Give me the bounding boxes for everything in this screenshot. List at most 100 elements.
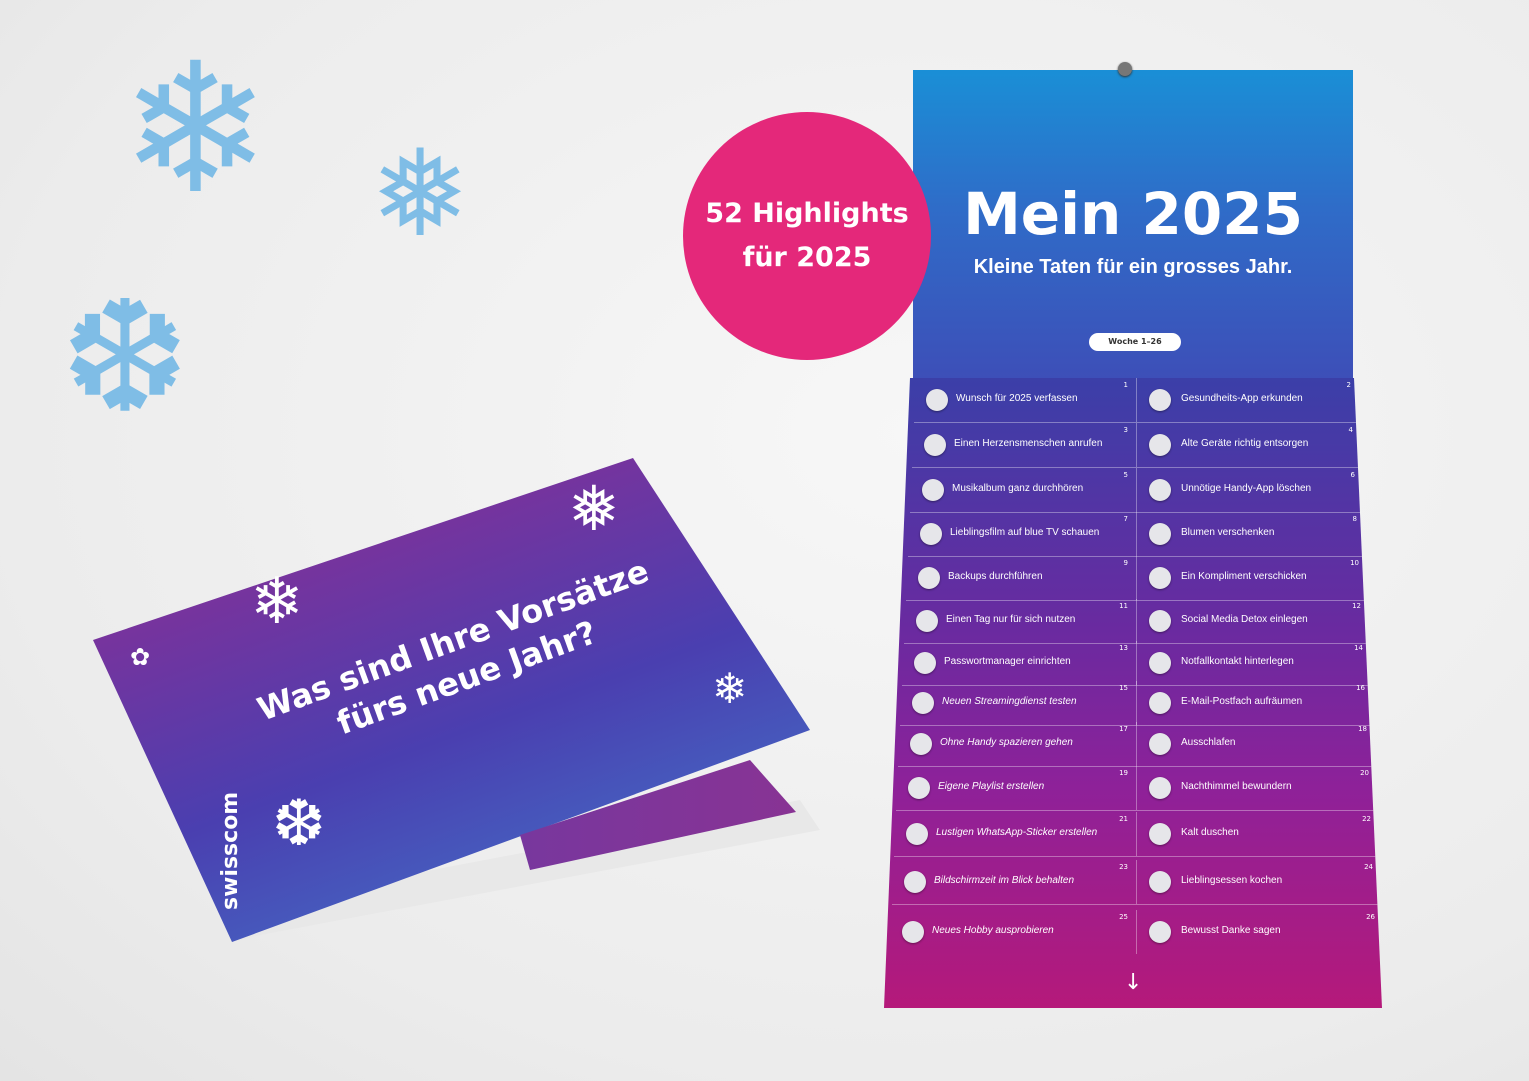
item-label: Neuen Streamingdienst testen [942, 696, 1077, 707]
checklist-item: Einen Herzensmenschen anrufen 3 [912, 423, 1136, 467]
checklist-row: Wunsch für 2025 verfassen 1 Gesundheits-Ap… [914, 378, 1358, 423]
scratch-circle-checkbox[interactable] [1149, 777, 1171, 799]
week-label: Woche 1–26 [1089, 333, 1181, 351]
scratch-circle-checkbox[interactable] [1149, 610, 1171, 632]
highlights-badge: 52 Highlights für 2025 [683, 112, 931, 360]
arrow-down-icon: ↓ [1124, 970, 1143, 995]
item-label: Ein Kompliment verschicken [1181, 571, 1307, 582]
calendar-header: Mein 2025 Kleine Taten für ein grosses J… [913, 70, 1353, 378]
checklist-item: Ausschlafen 18 [1136, 722, 1375, 766]
week-number: 24 [1364, 863, 1373, 871]
week-number: 2 [1346, 381, 1351, 389]
checklist-item: Kalt duschen 22 [1136, 812, 1379, 856]
checklist-row: Neuen Streamingdienst testen 15 E-Mail-Pos… [900, 681, 1372, 726]
scratch-circle-checkbox[interactable] [916, 610, 938, 632]
scratch-circle-checkbox[interactable] [912, 692, 934, 714]
week-number: 25 [1119, 913, 1128, 921]
checklist-item: Bewusst Danke sagen 26 [1136, 910, 1382, 954]
scratch-circle-checkbox[interactable] [924, 434, 946, 456]
scratch-circle-checkbox[interactable] [906, 823, 928, 845]
scratch-circle-checkbox[interactable] [922, 479, 944, 501]
week-number: 16 [1356, 684, 1365, 692]
checklist-row: Ohne Handy spazieren gehen 17 Ausschlafen 1… [898, 722, 1374, 767]
checklist-item: Lustigen WhatsApp-Sticker erstellen 21 [894, 812, 1136, 856]
item-label: Backups durchführen [948, 571, 1043, 582]
checklist-item: Passwortmanager einrichten 13 [902, 641, 1136, 685]
checklist-row: Einen Herzensmenschen anrufen 3 Alte Gerät… [912, 423, 1360, 468]
item-label: Lieblingsfilm auf blue TV schauen [950, 527, 1100, 538]
scratch-circle-checkbox[interactable] [1149, 921, 1171, 943]
item-label: Bildschirmzeit im Blick behalten [934, 875, 1075, 886]
item-label: E-Mail-Postfach aufräumen [1181, 696, 1303, 707]
snowflake-icon: ❄ [250, 565, 304, 639]
week-number: 5 [1123, 471, 1128, 479]
week-number: 3 [1123, 426, 1128, 434]
scratch-circle-checkbox[interactable] [910, 733, 932, 755]
scratch-circle-checkbox[interactable] [1149, 871, 1171, 893]
scratch-circle-checkbox[interactable] [1149, 823, 1171, 845]
item-label: Ohne Handy spazieren gehen [940, 737, 1073, 748]
calendar-subtitle: Kleine Taten für ein grosses Jahr. [973, 256, 1293, 278]
item-label: Notfallkontakt hinterlegen [1181, 656, 1294, 667]
snowflake-icon: ❆ [272, 787, 326, 861]
week-number: 10 [1350, 559, 1359, 567]
checklist-item: Bildschirmzeit im Blick behalten 23 [892, 860, 1136, 904]
checklist-item: Blumen verschenken 8 [1136, 512, 1365, 556]
item-label: Social Media Detox einlegen [1181, 614, 1308, 625]
item-label: Blumen verschenken [1181, 527, 1275, 538]
week-number: 12 [1352, 602, 1361, 610]
item-label: Bewusst Danke sagen [1181, 925, 1281, 936]
week-number: 13 [1119, 644, 1128, 652]
item-label: Passwortmanager einrichten [944, 656, 1071, 667]
checklist-item: Nachthimmel bewundern 20 [1136, 766, 1377, 810]
item-label: Musikalbum ganz durchhören [952, 483, 1084, 494]
week-number: 14 [1354, 644, 1363, 652]
week-number: 17 [1119, 725, 1128, 733]
week-number: 1 [1123, 381, 1128, 389]
item-label: Ausschlafen [1181, 737, 1236, 748]
scratch-circle-checkbox[interactable] [902, 921, 924, 943]
checklist-item: Notfallkontakt hinterlegen 14 [1136, 641, 1371, 685]
item-label: Nachthimmel bewundern [1181, 781, 1292, 792]
scratch-circle-checkbox[interactable] [1149, 523, 1171, 545]
scratch-circle-checkbox[interactable] [1149, 479, 1171, 501]
swisscom-logo-icon: ✿ [130, 643, 151, 671]
checklist-row: Lieblingsfilm auf blue TV schauen 7 Blumen… [908, 512, 1364, 557]
scratch-circle-checkbox[interactable] [1149, 389, 1171, 411]
badge-line-2: für 2025 [742, 242, 872, 273]
checklist-row: Eigene Playlist erstellen 19 Nachthimmel b… [896, 766, 1376, 811]
scratch-circle-checkbox[interactable] [1149, 733, 1171, 755]
scratch-circle-checkbox[interactable] [1149, 692, 1171, 714]
checklist-item: Lieblingsfilm auf blue TV schauen 7 [908, 512, 1136, 556]
checklist-item: Gesundheits-App erkunden 2 [1136, 378, 1359, 422]
calendar-title: Mein 2025 [963, 180, 1303, 248]
checklist-item: Backups durchführen 9 [906, 556, 1136, 600]
scratch-circle-checkbox[interactable] [918, 567, 940, 589]
scratch-circle-checkbox[interactable] [914, 652, 936, 674]
item-label: Wunsch für 2025 verfassen [956, 393, 1078, 404]
week-number: 15 [1119, 684, 1128, 692]
checklist-item: Social Media Detox einlegen 12 [1136, 599, 1369, 643]
week-number: 11 [1119, 602, 1128, 610]
week-number: 7 [1123, 515, 1128, 523]
checklist-row: Backups durchführen 9 Ein Kompliment versc… [906, 556, 1366, 601]
item-label: Unnötige Handy-App löschen [1181, 483, 1312, 494]
scratch-circle-checkbox[interactable] [1149, 434, 1171, 456]
scratch-circle-checkbox[interactable] [926, 389, 948, 411]
week-number: 4 [1348, 426, 1353, 434]
checklist-item: Ein Kompliment verschicken 10 [1136, 556, 1367, 600]
item-label: Neues Hobby ausprobieren [932, 925, 1054, 936]
snowflake-icon: ❅ [370, 125, 471, 264]
item-label: Gesundheits-App erkunden [1181, 393, 1303, 404]
scratch-circle-checkbox[interactable] [904, 871, 926, 893]
scratch-circle-checkbox[interactable] [1149, 567, 1171, 589]
checklist-item: Wunsch für 2025 verfassen 1 [914, 378, 1136, 422]
scratch-circle-checkbox[interactable] [1149, 652, 1171, 674]
scratch-circle-checkbox[interactable] [920, 523, 942, 545]
scratch-circle-checkbox[interactable] [908, 777, 930, 799]
week-number: 19 [1119, 769, 1128, 777]
wall-pin [1118, 62, 1132, 76]
item-label: Einen Herzensmenschen anrufen [954, 438, 1103, 449]
week-number: 20 [1360, 769, 1369, 777]
snowflake-icon: ❆ [60, 267, 190, 448]
